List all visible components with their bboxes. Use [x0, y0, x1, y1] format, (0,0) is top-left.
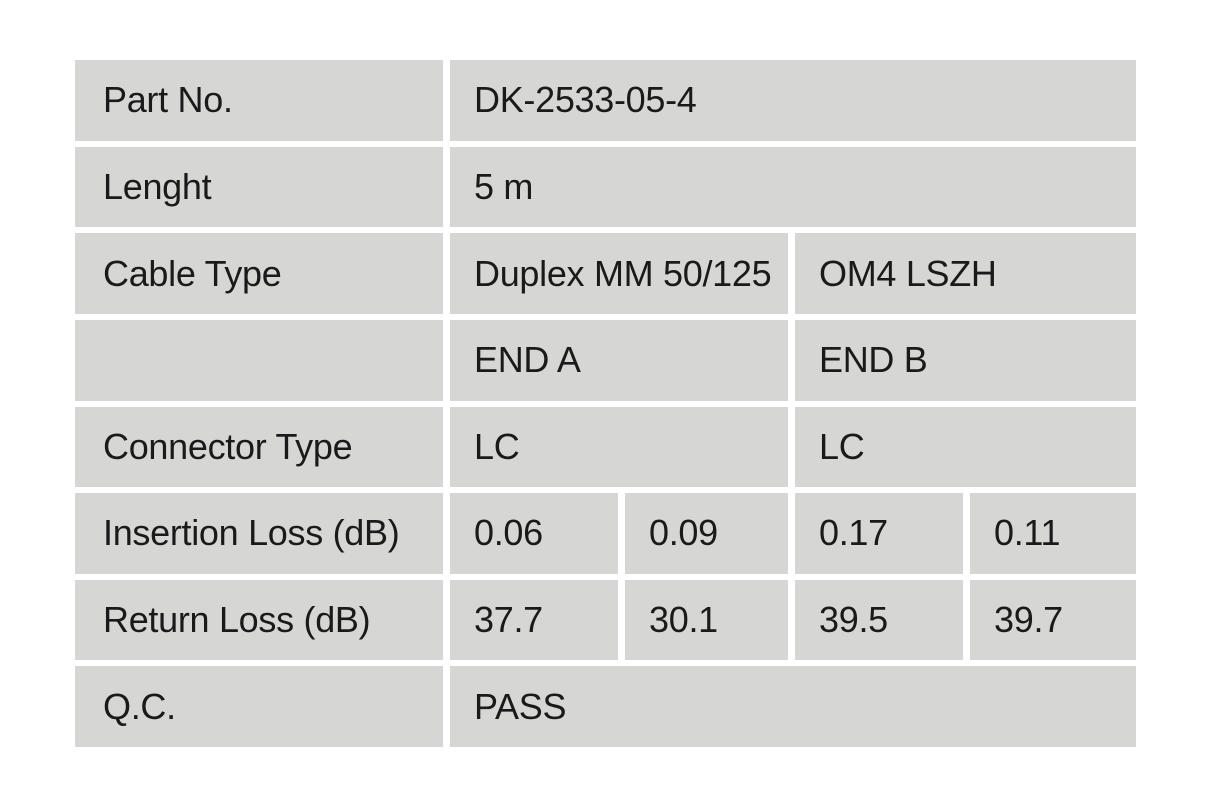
return-loss-end-a1-cell: 37.7 [450, 579, 618, 661]
cable-type-end-a-cell: Duplex MM 50/125 [450, 233, 788, 314]
return-loss-end-b1-cell: 39.5 [795, 579, 963, 661]
ends-header-spacer-cell [75, 319, 443, 401]
return-loss-end-b2-cell: 39.7 [970, 579, 1136, 661]
end-a-header-cell: END A [450, 319, 788, 401]
return-loss-end-a2-cell: 30.1 [625, 579, 788, 661]
insertion-loss-end-a2-cell: 0.09 [625, 493, 788, 574]
length-value-cell: 5 m [450, 146, 1136, 228]
part-no-label-cell: Part No. [75, 60, 443, 141]
insertion-loss-end-b1-cell: 0.17 [795, 493, 963, 574]
return-loss-label-cell: Return Loss (dB) [75, 579, 443, 661]
spec-table: Part No. DK-2533-05-4 Lenght 5 m Cable T… [75, 60, 1136, 747]
length-label-cell: Lenght [75, 146, 443, 228]
connector-type-end-b-cell: LC [795, 406, 1136, 488]
connector-type-label-cell: Connector Type [75, 406, 443, 488]
cable-type-end-b-cell: OM4 LSZH [795, 233, 1136, 314]
qc-label-cell: Q.C. [75, 666, 443, 747]
part-no-value-cell: DK-2533-05-4 [450, 60, 1136, 141]
cable-type-label-cell: Cable Type [75, 233, 443, 314]
insertion-loss-end-a1-cell: 0.06 [450, 493, 618, 574]
end-b-header-cell: END B [795, 319, 1136, 401]
insertion-loss-end-b2-cell: 0.11 [970, 493, 1136, 574]
qc-value-cell: PASS [450, 666, 1136, 747]
insertion-loss-label-cell: Insertion Loss (dB) [75, 493, 443, 574]
connector-type-end-a-cell: LC [450, 406, 788, 488]
